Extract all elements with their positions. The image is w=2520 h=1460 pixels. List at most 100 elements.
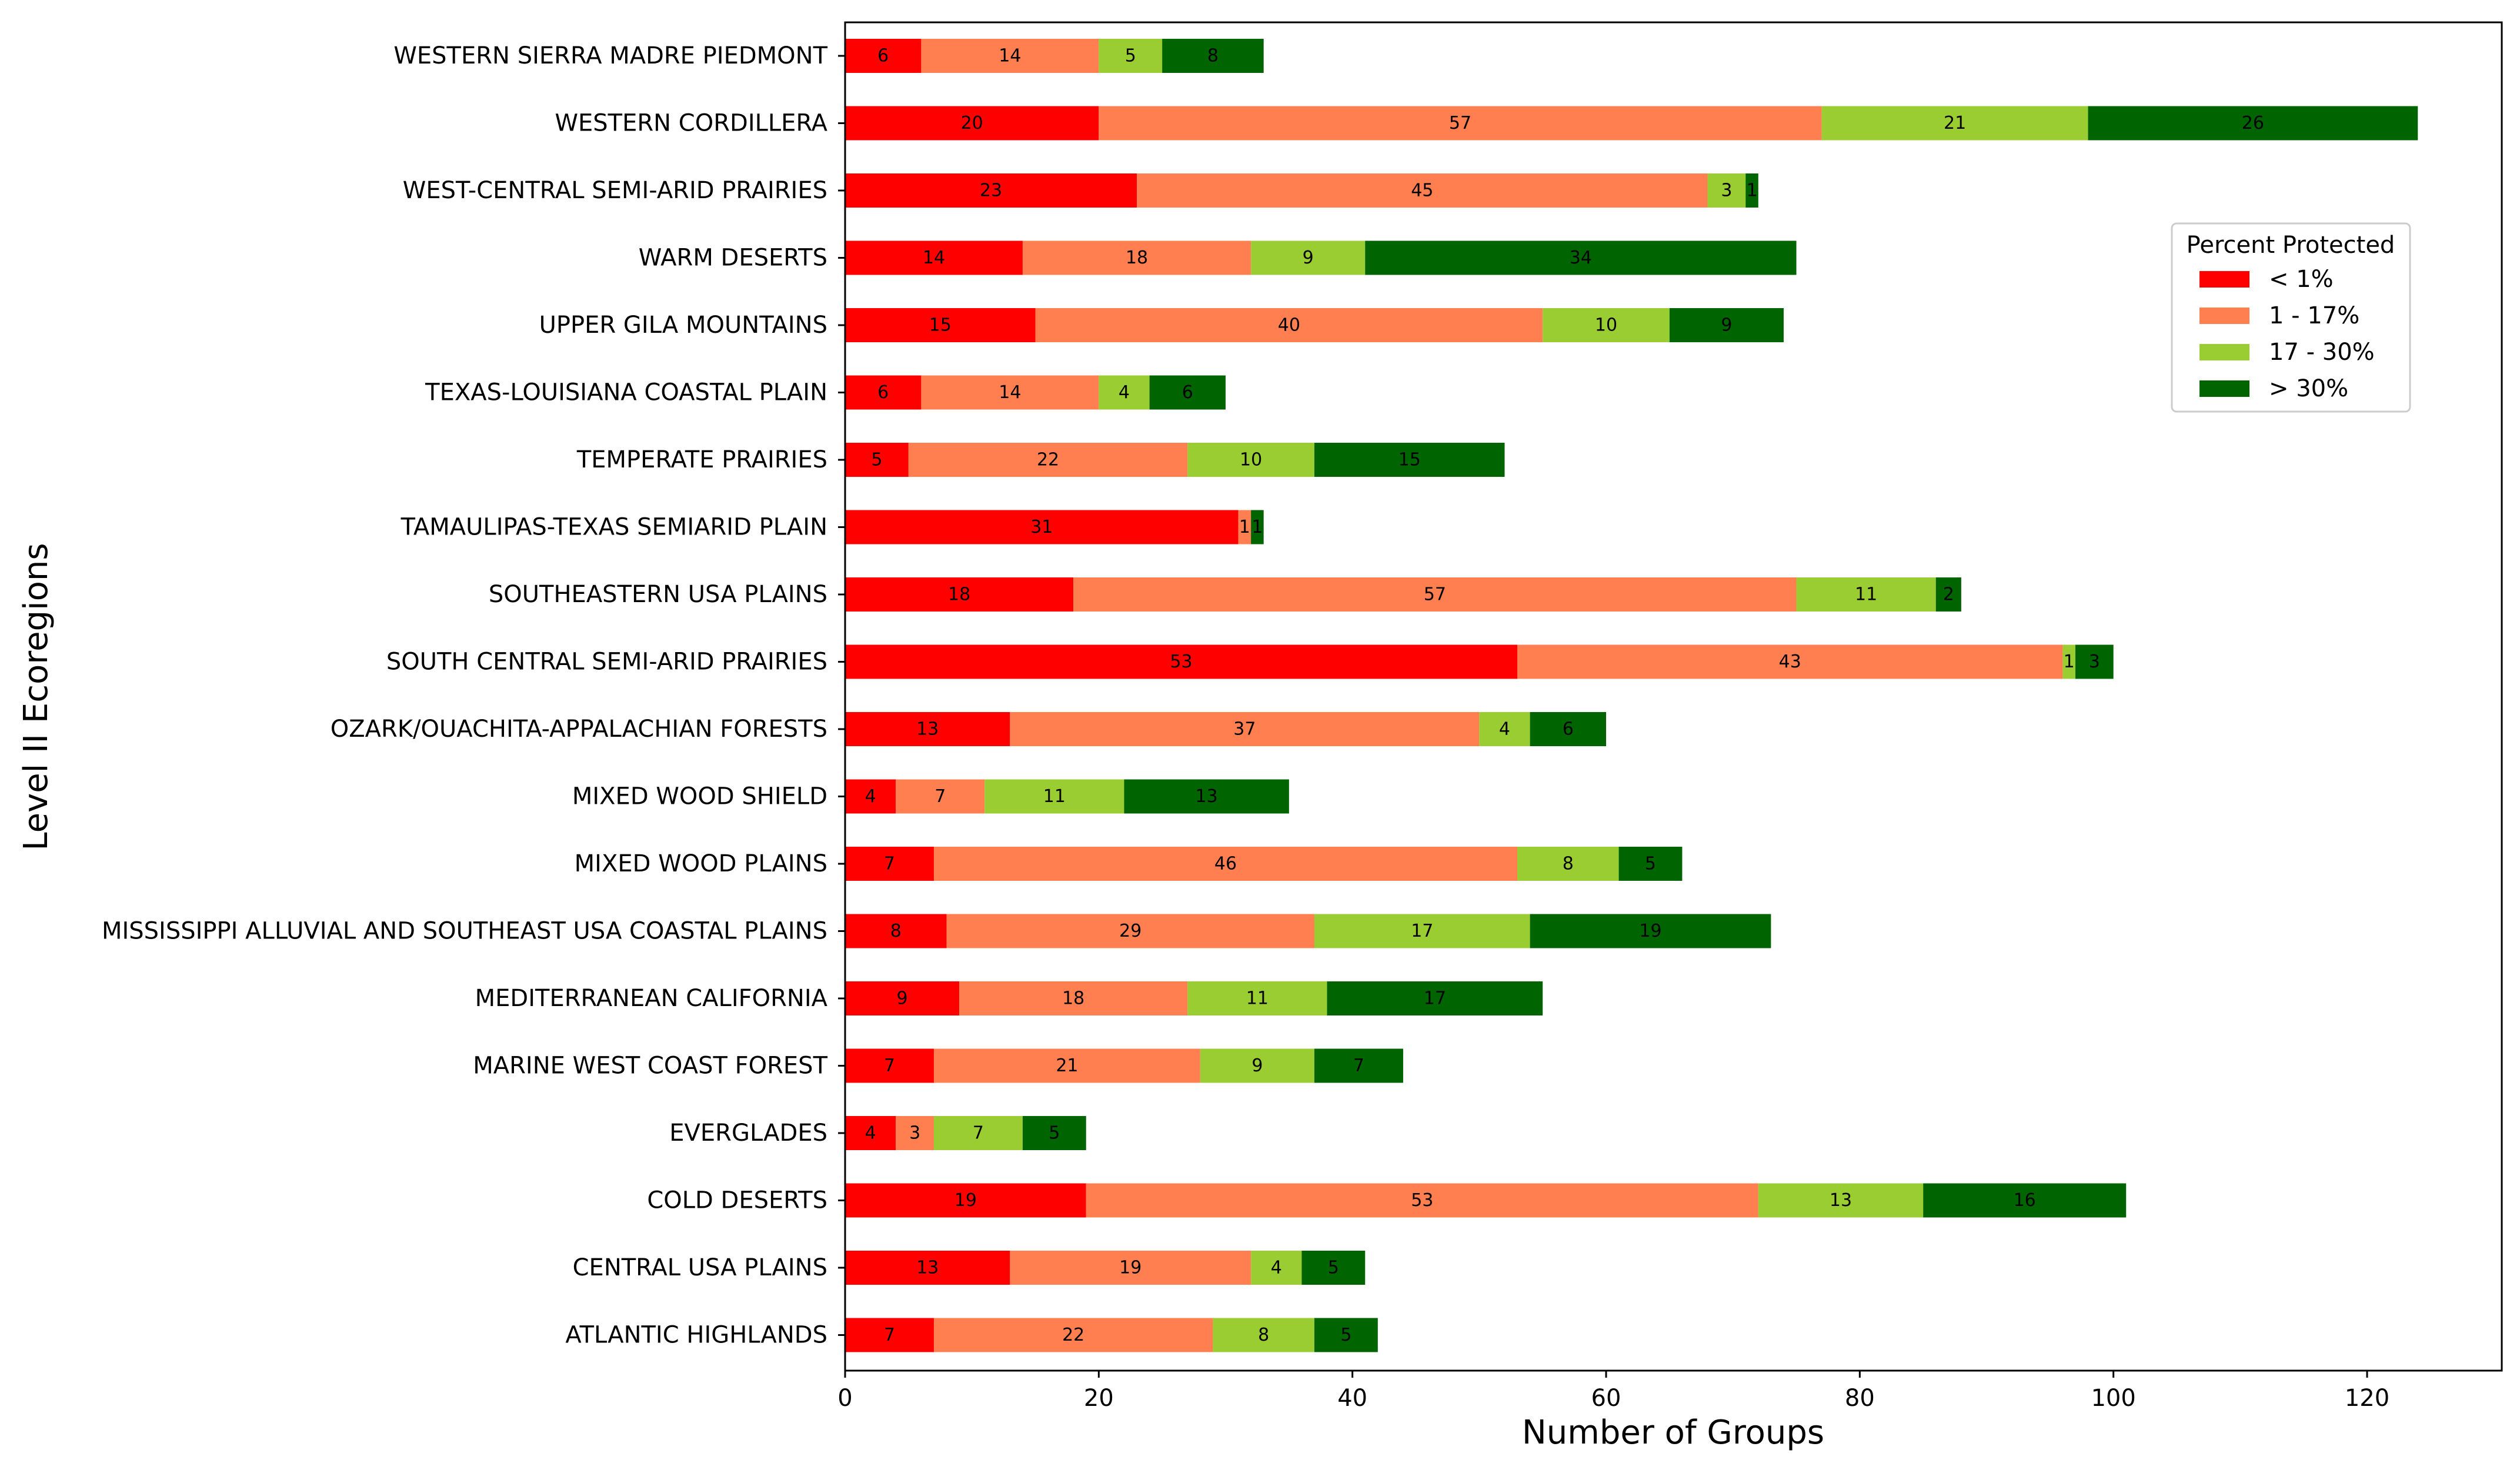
bar-segment (845, 375, 922, 410)
bar-segment (1213, 1318, 1314, 1352)
bar-segment (1314, 914, 1530, 948)
bar-segment (1035, 308, 1543, 342)
bar-segment (845, 308, 1036, 342)
bar-value-label: 8 (1563, 854, 1574, 874)
category-label: MIXED WOOD SHIELD (572, 783, 827, 810)
bar-segment (845, 981, 960, 1015)
bar-segment (845, 1318, 934, 1352)
bar-segment (1099, 375, 1150, 410)
bar-value-label: 11 (1855, 584, 1877, 605)
bar-segment (1314, 1048, 1403, 1083)
legend-label: > 30% (2269, 375, 2348, 402)
bar-value-label: 3 (909, 1123, 920, 1144)
legend-swatch (2199, 380, 2249, 397)
bar-segment (1821, 106, 2088, 141)
bar-value-label: 18 (948, 584, 970, 605)
bar-value-label: 9 (1721, 315, 1732, 336)
bar-value-label: 20 (961, 113, 983, 133)
bar-segment (1187, 981, 1327, 1015)
bar-segment (933, 1318, 1213, 1352)
bar-value-label: 4 (1271, 1258, 1282, 1278)
bar-segment (1301, 1251, 1366, 1285)
bar-value-label: 16 (2014, 1190, 2036, 1211)
bar-value-label: 26 (2242, 113, 2264, 133)
bar-value-label: 45 (1411, 181, 1433, 201)
bar-value-label: 5 (1645, 854, 1656, 874)
bar-value-label: 11 (1043, 786, 1066, 807)
bar-value-label: 7 (973, 1123, 984, 1144)
bar-segment (845, 106, 1099, 141)
bar-segment (1086, 1183, 1758, 1218)
category-label: MEDITERRANEAN CALIFORNIA (475, 985, 828, 1012)
category-label: MARINE WEST COAST FOREST (473, 1053, 827, 1080)
bar-segment (1745, 173, 1758, 208)
bar-value-label: 18 (1062, 988, 1084, 1009)
legend-swatch (2199, 271, 2249, 288)
bar-segment (1669, 308, 1784, 342)
bar-segment (1073, 577, 1797, 612)
bar-value-label: 7 (884, 1325, 895, 1345)
bar-value-label: 19 (954, 1190, 977, 1211)
bar-value-label: 53 (1411, 1190, 1433, 1211)
bar-segment (1022, 240, 1251, 275)
category-labels: WESTERN SIERRA MADRE PIEDMONT WESTERN COR… (102, 42, 845, 1349)
category-label: EVERGLADES (669, 1120, 827, 1147)
bar-segment (845, 577, 1074, 612)
bar-segment (1010, 1251, 1251, 1285)
bar-value-label: 4 (1499, 719, 1510, 740)
x-tick-label: 80 (1845, 1385, 1875, 1412)
bar-value-label: 11 (1246, 988, 1269, 1009)
bar-value-label: 1 (2064, 652, 2075, 672)
legend-box (2171, 222, 2411, 413)
legend-label: < 1% (2269, 266, 2334, 293)
bar-segment (946, 914, 1314, 948)
bar-segment (845, 644, 1518, 679)
category-label: UPPER GILA MOUNTAINS (539, 312, 827, 339)
bar-value-label: 18 (1126, 248, 1148, 268)
bar-value-label: 10 (1240, 450, 1262, 470)
bar-value-label: 14 (999, 382, 1021, 403)
x-tick-label: 40 (1337, 1385, 1367, 1412)
bar-value-label: 7 (934, 786, 946, 807)
category-label: MISSISSIPPI ALLUVIAL AND SOUTHEAST USA C… (102, 918, 827, 945)
bar-segment (933, 1116, 1023, 1150)
category-label: SOUTHEASTERN USA PLAINS (489, 581, 827, 608)
bar-value-label: 17 (1424, 988, 1446, 1009)
bar-segment (845, 1183, 1086, 1218)
bar-segment (896, 1116, 934, 1150)
bar-value-label: 40 (1278, 315, 1300, 336)
bar-value-label: 13 (1196, 786, 1218, 807)
bar-segment (845, 39, 922, 73)
bar-value-label: 9 (897, 988, 908, 1009)
category-label: SOUTH CENTRAL SEMI-ARID PRAIRIES (386, 649, 827, 676)
bar-segment (1137, 173, 1708, 208)
bar-value-label: 4 (1119, 382, 1130, 403)
x-tick-label: 20 (1084, 1385, 1114, 1412)
category-label: TAMAULIPAS-TEXAS SEMIARID PLAIN (400, 514, 827, 541)
bar-value-label: 13 (1830, 1190, 1852, 1211)
bar-value-label: 1 (1746, 181, 1757, 201)
bar-value-label: 2 (1943, 584, 1954, 605)
bar-segment (1162, 39, 1264, 73)
bar-value-label: 1 (1239, 517, 1250, 537)
bar-segment (2088, 106, 2418, 141)
bar-segment (1149, 375, 1226, 410)
bar-value-label: 1 (1251, 517, 1263, 537)
bar-value-label: 6 (877, 46, 889, 66)
bar-segment (845, 914, 947, 948)
bar-segment (1251, 1251, 1302, 1285)
legend-label: 1 - 17% (2269, 302, 2359, 329)
bar-segment (845, 173, 1137, 208)
bar-value-label: 7 (884, 1055, 895, 1076)
bar-value-label: 15 (1398, 450, 1421, 470)
bar-segment (1530, 712, 1606, 746)
category-label: WESTERN CORDILLERA (555, 110, 827, 137)
bar-value-label: 43 (1779, 652, 1801, 672)
bar-segment (933, 847, 1518, 881)
bar-value-label: 23 (980, 181, 1002, 201)
bar-value-label: 5 (1328, 1258, 1339, 1278)
bar-segment (1022, 1116, 1086, 1150)
bar-value-label: 5 (1340, 1325, 1351, 1345)
bar-segment (1923, 1183, 2127, 1218)
bar-segment (1251, 240, 1366, 275)
